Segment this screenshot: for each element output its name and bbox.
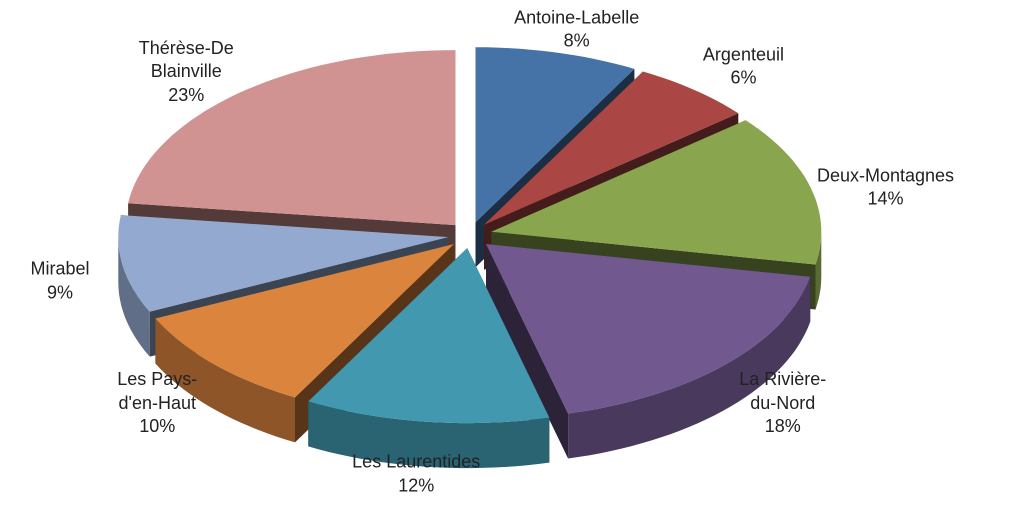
slice [484, 71, 739, 225]
slice [475, 47, 635, 223]
slice-name: Les Pays-d'en-Haut [117, 369, 198, 413]
slice-name: La Rivière-du-Nord [739, 369, 827, 413]
slice-name: Antoine-Labelle [514, 7, 640, 28]
slice-name: Les Laurentides [352, 451, 481, 472]
slice-value: 10% [139, 415, 176, 436]
slice-value: 12% [398, 475, 435, 496]
slice-value: 23% [168, 84, 205, 105]
slice [491, 120, 822, 265]
slice-name: Argenteuil [702, 44, 784, 65]
slice-wall [815, 231, 822, 310]
slice-wall [155, 318, 295, 443]
slice [486, 244, 811, 414]
slice-label: Antoine-Labelle 8% [502, 7, 652, 54]
slice-value: 18% [764, 415, 801, 436]
slice-name: Thérèse-De Blainville [138, 37, 234, 82]
slice-label: Mirabel 9% [0, 258, 135, 305]
slice-value: 9% [46, 282, 73, 303]
slice-label: Les Pays-d'en-Haut 10% [102, 368, 212, 438]
slice [118, 215, 449, 312]
slice [128, 50, 456, 226]
slice-name: Deux-Montagnes [816, 165, 955, 186]
slice [155, 244, 454, 398]
slice-label: Argenteuil 6% [668, 44, 818, 91]
slice-wall [308, 401, 550, 469]
slice-label: Thérèse-De Blainville 23% [131, 37, 241, 107]
slice-wall [118, 237, 150, 357]
slice-value: 6% [730, 68, 757, 88]
slice-label: Les Laurentides 12% [341, 451, 491, 498]
slice-label: La Rivière-du-Nord 18% [728, 368, 838, 438]
slice-value: 8% [563, 31, 590, 51]
slice-side [486, 244, 569, 459]
slice [308, 248, 550, 424]
slice-wall [568, 276, 811, 459]
slice-value: 14% [867, 188, 904, 209]
slice-label: Deux-Montagnes 14% [811, 164, 961, 211]
slice-name: Mirabel [30, 258, 90, 279]
